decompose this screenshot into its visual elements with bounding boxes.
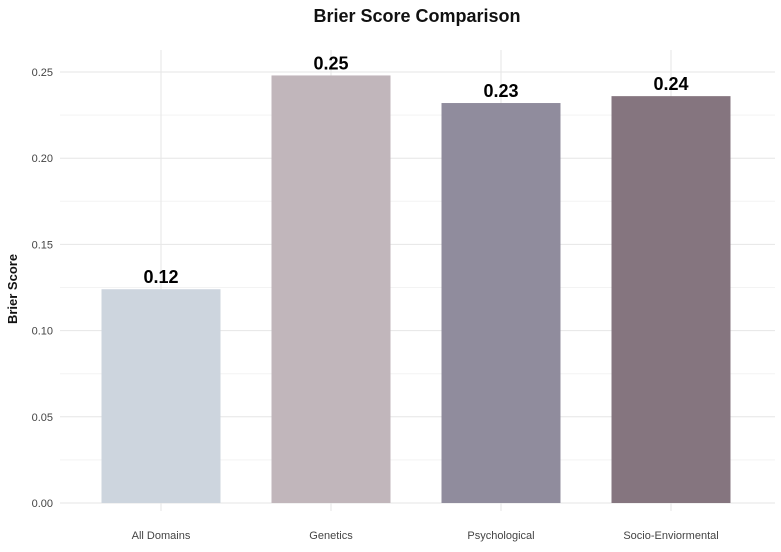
y-tick-label: 0.25 [32,67,53,79]
data-label: 0.24 [653,74,688,94]
y-tick-label: 0.05 [32,412,53,424]
x-tick-label: Socio-Enviormental [623,530,718,542]
data-label: 0.23 [483,81,518,101]
bar-socio-enviormental [611,96,731,504]
y-axis-title: Brier Score [5,254,20,324]
y-tick-label: 0.20 [32,153,53,165]
y-tick-label: 0.10 [32,326,53,338]
bar-genetics [271,75,391,503]
chart-title: Brier Score Comparison [313,6,520,26]
label-layer: 0.12 0.25 0.23 0.24 [143,53,688,287]
bar-all-domains [101,289,221,503]
y-tick-label: 0.15 [32,239,53,251]
bar-psychological [441,103,561,504]
x-tick-label: Psychological [467,530,534,542]
bar-layer [101,75,731,504]
data-label: 0.12 [143,267,178,287]
x-tick-label: Genetics [309,530,353,542]
x-tick-label: All Domains [132,530,191,542]
y-tick-label: 0.00 [32,498,53,510]
axis-layer: 0.00 0.05 0.10 0.15 0.20 0.25 All Domains Genet… [32,67,719,542]
data-label: 0.25 [313,53,348,73]
